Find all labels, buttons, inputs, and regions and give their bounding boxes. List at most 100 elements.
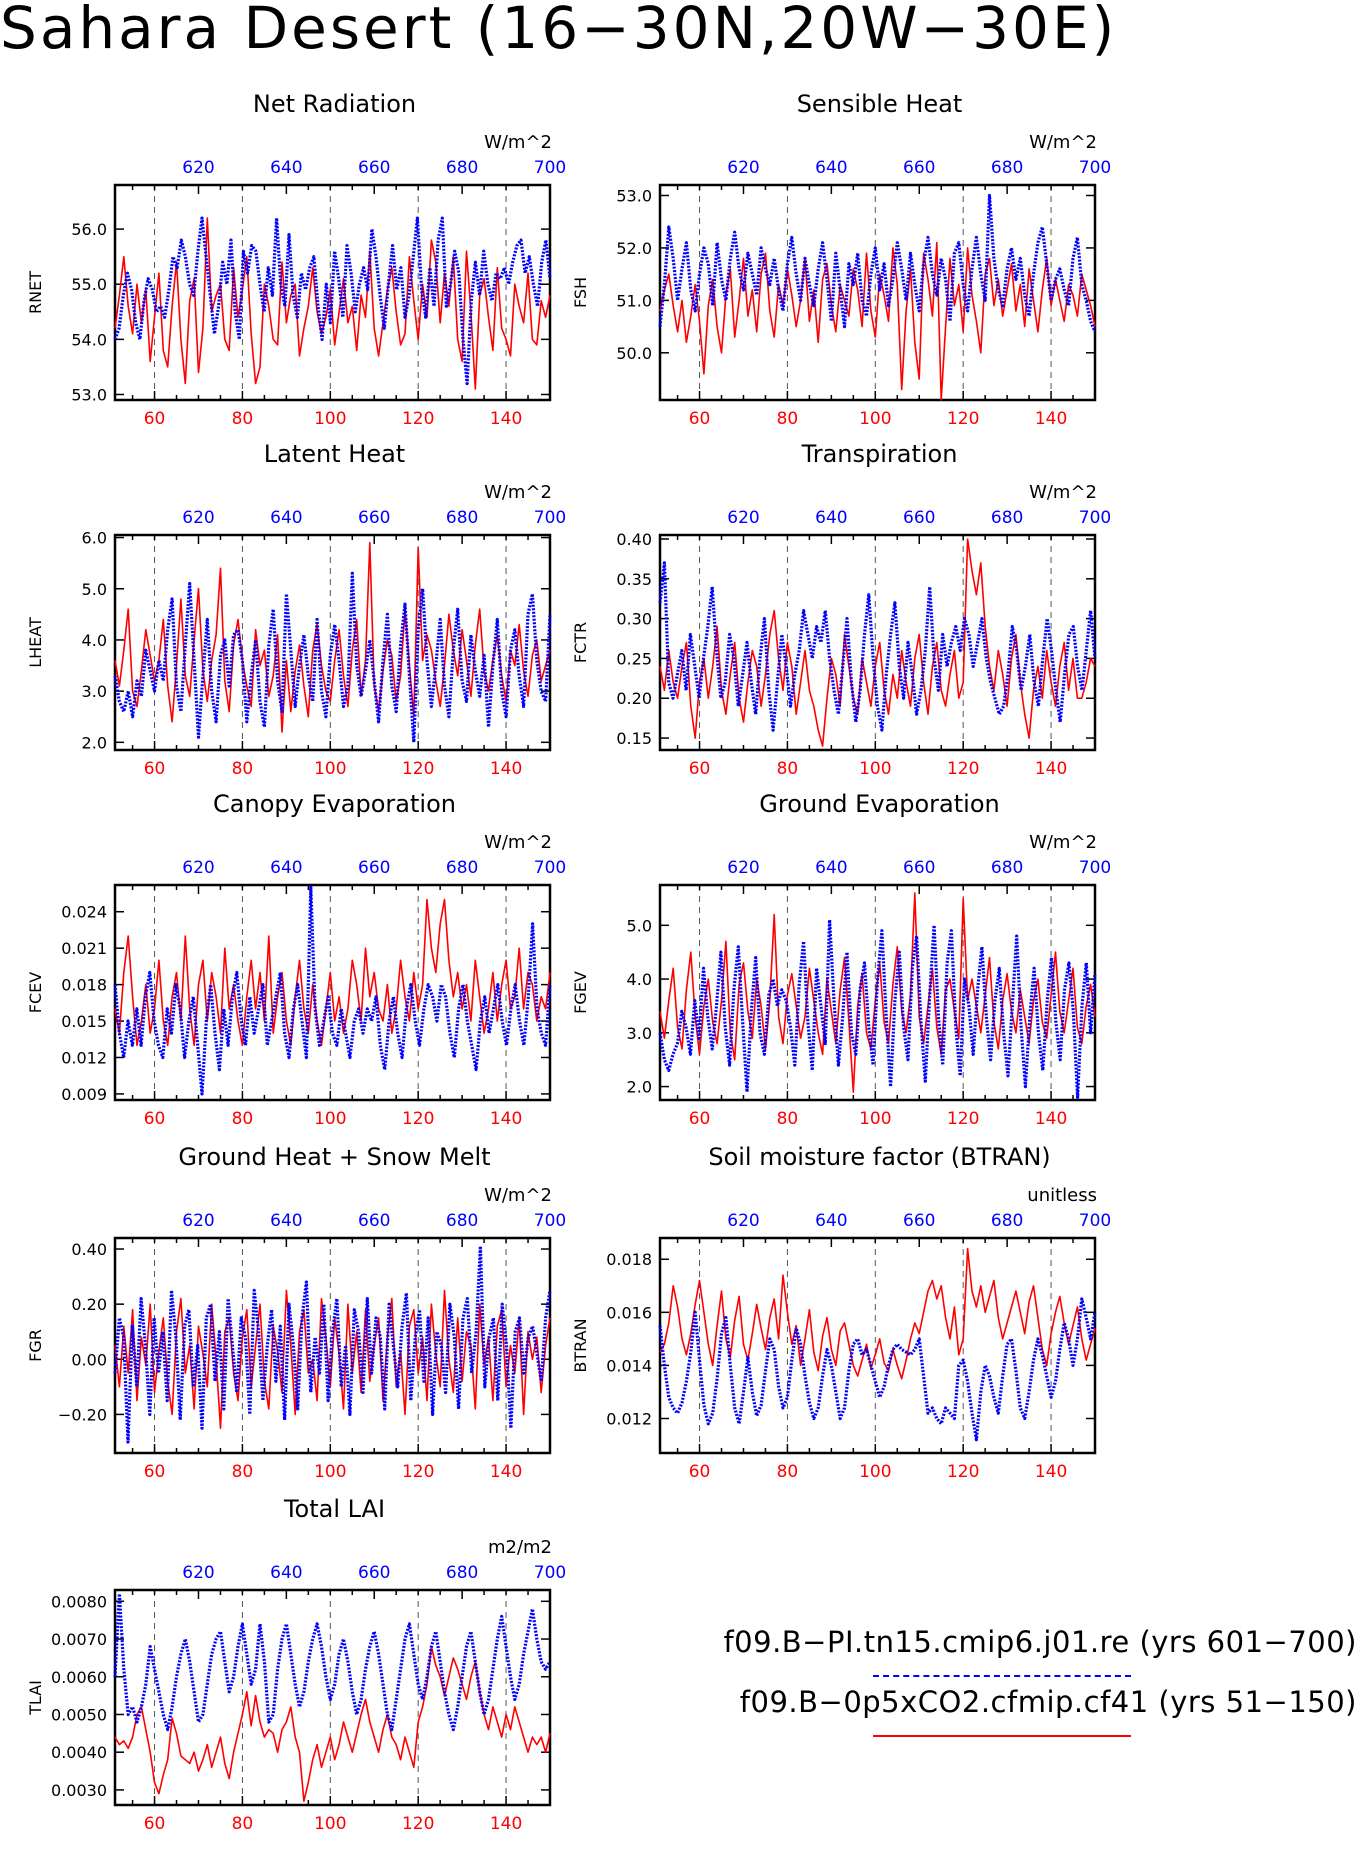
x-tick-label: 80 [232, 1109, 254, 1129]
x-tick-label: 80 [232, 409, 254, 429]
chart-panel-net-radiation: Net Radiation W/m^2 RNET 60 80 100 120 140 620 64… [15, 90, 575, 435]
series-line-control [658, 193, 1097, 333]
chart-panel-btran: Soil moisture factor (BTRAN) unitless BTRA… [560, 1143, 1120, 1488]
units-label: m2/m2 [488, 1537, 552, 1558]
y-tick-label: 0.024 [61, 903, 107, 922]
y-tick-label: 0.021 [61, 939, 107, 958]
top-tick-label: 640 [815, 508, 847, 528]
plot-frame [113, 533, 552, 752]
y-tick-label: 0.0060 [51, 1668, 107, 1687]
legend: f09.B−PI.tn15.cmip6.j01.re (yrs 601−700)… [650, 1625, 1365, 1737]
chart-title: Sensible Heat [797, 90, 963, 118]
plot-frame [658, 533, 1097, 752]
top-tick-label: 620 [727, 508, 759, 528]
top-tick-label: 680 [991, 158, 1023, 178]
plot-frame [658, 883, 1097, 1102]
legend-line-experiment [873, 1735, 1131, 1737]
x-tick-label: 120 [402, 759, 434, 779]
top-tick-label: 680 [991, 858, 1023, 878]
top-tick-label: 700 [1079, 158, 1111, 178]
chart-title: Latent Heat [264, 440, 405, 468]
top-tick-label: 660 [903, 858, 935, 878]
x-tick-label: 120 [402, 1814, 434, 1834]
chart-title: Total LAI [283, 1495, 385, 1523]
y-tick-label: 0.35 [616, 570, 652, 589]
chart-svg: Total LAI m2/m2 TLAI 60 80 100 120 140 620 640 660… [26, 1495, 566, 1834]
x-tick-label: 80 [232, 759, 254, 779]
top-tick-label: 620 [182, 508, 214, 528]
series-line-control [113, 885, 552, 1096]
x-tick-label: 60 [144, 1462, 166, 1482]
x-tick-label: 100 [859, 1109, 891, 1129]
y-tick-label: 0.018 [606, 1250, 652, 1269]
units-label: unitless [1027, 1185, 1097, 1206]
x-tick-label: 60 [144, 759, 166, 779]
x-tick-label: 60 [689, 1462, 711, 1482]
top-tick-label: 700 [1079, 858, 1111, 878]
chart-svg: Ground Evaporation W/m^2 FGEV 60 80 100 120 140… [571, 790, 1111, 1129]
top-tick-label: 620 [727, 1211, 759, 1231]
top-tick-label: 660 [358, 1563, 390, 1583]
top-tick-label: 660 [903, 1211, 935, 1231]
top-tick-label: 660 [903, 508, 935, 528]
y-tick-label: 4.0 [82, 631, 107, 650]
top-tick-label: 640 [270, 858, 302, 878]
chart-title: Ground Evaporation [759, 790, 999, 818]
y-tick-label: 5.0 [627, 916, 652, 935]
x-tick-label: 80 [232, 1814, 254, 1834]
y-axis-label: TLAI [26, 1680, 45, 1716]
y-axis-label: BTRAN [571, 1318, 590, 1372]
x-tick-label: 120 [402, 1109, 434, 1129]
chart-title: Ground Heat + Snow Melt [178, 1143, 490, 1171]
legend-label-control: f09.B−PI.tn15.cmip6.j01.re (yrs 601−700) [723, 1625, 1357, 1659]
y-tick-label: 0.00 [71, 1350, 107, 1369]
top-tick-label: 660 [358, 158, 390, 178]
chart-title: Soil moisture factor (BTRAN) [708, 1143, 1050, 1171]
y-tick-label: 53.0 [71, 385, 107, 404]
units-label: W/m^2 [1029, 832, 1097, 853]
x-tick-label: 80 [777, 409, 799, 429]
x-tick-label: 140 [490, 1109, 522, 1129]
top-tick-label: 680 [446, 1563, 478, 1583]
series-line-experiment [659, 241, 1096, 401]
y-tick-label: 0.014 [606, 1356, 652, 1375]
series-line-experiment [659, 892, 1096, 1093]
page-title: Sahara Desert (16−30N,20W−30E) [0, 0, 1118, 62]
y-tick-label: 0.0030 [51, 1781, 107, 1800]
top-tick-label: 620 [182, 158, 214, 178]
top-tick-label: 620 [727, 158, 759, 178]
units-label: W/m^2 [484, 1185, 552, 1206]
x-tick-label: 80 [777, 1109, 799, 1129]
series-line-control [658, 1297, 1097, 1442]
x-tick-label: 60 [689, 759, 711, 779]
chart-panel-canopy-evaporation: Canopy Evaporation W/m^2 FCEV 60 80 100 120 140… [15, 790, 575, 1135]
y-tick-label: 0.0070 [51, 1630, 107, 1649]
y-tick-label: 0.016 [606, 1303, 652, 1322]
x-tick-label: 120 [402, 409, 434, 429]
chart-title: Canopy Evaporation [213, 790, 456, 818]
series-line-experiment [114, 1645, 551, 1803]
y-tick-label: 0.30 [616, 610, 652, 629]
series-line-experiment [114, 541, 551, 733]
top-tick-label: 700 [534, 1563, 566, 1583]
chart-panel-latent-heat: Latent Heat W/m^2 LHEAT 60 80 100 120 140 620 640… [15, 440, 575, 785]
top-tick-label: 680 [446, 858, 478, 878]
y-axis-label: FCEV [26, 972, 45, 1013]
y-tick-label: 2.0 [82, 733, 107, 752]
x-tick-label: 140 [490, 759, 522, 779]
top-tick-label: 620 [182, 1563, 214, 1583]
top-tick-label: 640 [815, 158, 847, 178]
y-tick-label: 5.0 [82, 580, 107, 599]
top-tick-label: 700 [534, 858, 566, 878]
series-line-experiment [659, 1247, 1096, 1380]
y-tick-label: −0.20 [58, 1405, 107, 1424]
y-tick-label: 0.40 [616, 530, 652, 549]
x-tick-label: 140 [490, 1814, 522, 1834]
y-tick-label: 0.0050 [51, 1705, 107, 1724]
y-axis-label: FGEV [571, 971, 590, 1014]
top-tick-label: 620 [182, 858, 214, 878]
top-tick-label: 620 [182, 1211, 214, 1231]
y-tick-label: 50.0 [616, 344, 652, 363]
y-axis-label: FCTR [571, 622, 590, 663]
chart-svg: Canopy Evaporation W/m^2 FCEV 60 80 100 120 140… [26, 790, 566, 1129]
